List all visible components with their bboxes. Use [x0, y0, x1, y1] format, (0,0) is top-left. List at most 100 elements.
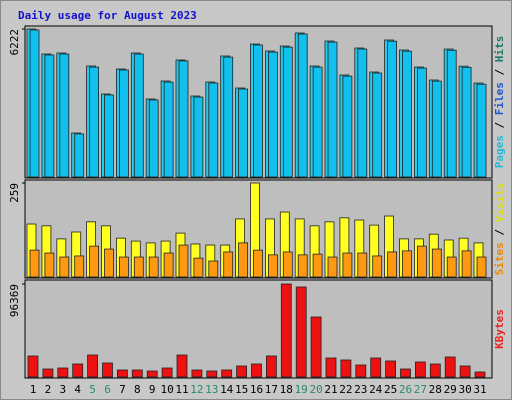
bar: [267, 254, 278, 278]
bar: [474, 371, 486, 378]
bar: [355, 364, 367, 378]
x-tick-label: 15: [235, 383, 248, 396]
bar: [146, 370, 158, 378]
bar: [327, 41, 338, 178]
bar: [89, 66, 99, 178]
bar: [119, 69, 129, 178]
x-tick-label: 6: [104, 383, 111, 396]
x-tick-label: 8: [134, 383, 141, 396]
bar: [385, 360, 397, 378]
bar: [27, 355, 39, 378]
side-label-text: Sites: [493, 242, 506, 275]
bar: [446, 256, 457, 278]
bar: [357, 252, 368, 278]
bar: [208, 82, 219, 178]
bar: [29, 249, 40, 278]
bar: [74, 133, 85, 178]
bar: [29, 29, 40, 178]
x-tick-label: 18: [280, 383, 293, 396]
bar: [310, 316, 322, 378]
bar: [178, 60, 189, 178]
x-tick-label: 26: [399, 383, 412, 396]
separator: /: [493, 62, 506, 82]
bar: [461, 250, 472, 278]
x-tick-label: 5: [89, 383, 96, 396]
x-tick-label: 10: [160, 383, 173, 396]
bar: [429, 363, 441, 378]
bar: [416, 245, 427, 278]
bar: [342, 75, 353, 178]
bar: [72, 363, 84, 378]
bar: [117, 369, 128, 378]
side-label-text: KBytes: [493, 309, 506, 349]
bar: [253, 44, 263, 178]
side-label-text: Pages: [493, 135, 506, 168]
bar: [119, 256, 129, 278]
bar: [163, 81, 174, 178]
bar: [459, 365, 471, 378]
bar: [357, 48, 368, 178]
y-tick-label: 6222: [8, 29, 21, 56]
bar: [176, 354, 188, 378]
x-tick-label: 14: [220, 383, 234, 396]
x-tick-label: 13: [205, 383, 218, 396]
bar: [163, 252, 174, 278]
x-tick-label: 16: [250, 383, 263, 396]
x-tick-label: 1: [30, 383, 37, 396]
x-tick-label: 20: [309, 383, 322, 396]
bar: [265, 355, 277, 378]
bar: [325, 357, 337, 378]
bar: [461, 66, 472, 178]
x-tick-label: 28: [429, 383, 442, 396]
bar: [431, 80, 442, 178]
side-label-text: Files: [493, 82, 506, 115]
x-tick-label: 2: [45, 383, 52, 396]
y-tick-label: 259: [8, 183, 21, 203]
bar: [223, 251, 234, 278]
y-tick-label: 96369: [8, 284, 21, 317]
bar: [327, 256, 338, 278]
x-tick-label: 21: [324, 383, 337, 396]
x-tick-label: 27: [414, 383, 427, 396]
bar: [312, 66, 323, 178]
bar: [44, 54, 55, 178]
bar: [236, 365, 248, 378]
side-label-text: Visits: [493, 183, 506, 223]
bar: [476, 83, 487, 178]
bar: [133, 256, 144, 278]
bar: [282, 46, 293, 178]
x-tick-label: 25: [384, 383, 397, 396]
x-tick-label: 9: [149, 383, 156, 396]
bar: [89, 245, 99, 278]
bar: [59, 53, 70, 178]
bar: [280, 283, 292, 378]
bar: [193, 257, 204, 278]
bar: [59, 256, 70, 278]
bar: [133, 53, 144, 178]
bar: [387, 251, 398, 278]
bar: [446, 49, 457, 178]
bar: [193, 96, 204, 178]
x-tick-label: 7: [119, 383, 126, 396]
bar: [44, 252, 55, 278]
bar: [42, 368, 54, 378]
bar: [148, 256, 159, 278]
bar: [370, 357, 382, 378]
bar: [444, 356, 456, 378]
bar: [57, 367, 69, 378]
bar: [416, 67, 427, 178]
x-tick-label: 12: [190, 383, 203, 396]
x-tick-label: 17: [265, 383, 278, 396]
x-tick-label: 3: [59, 383, 66, 396]
bar: [282, 251, 293, 278]
bar: [400, 368, 411, 378]
side-label: Sites / Visits: [493, 183, 506, 276]
bar: [178, 244, 189, 278]
side-label: KBytes: [493, 309, 506, 349]
x-tick-label: 31: [473, 383, 486, 396]
chart-title: Daily usage for August 2023: [18, 9, 197, 22]
bar: [340, 359, 352, 378]
x-tick-label: 30: [458, 383, 471, 396]
bar: [87, 354, 98, 378]
